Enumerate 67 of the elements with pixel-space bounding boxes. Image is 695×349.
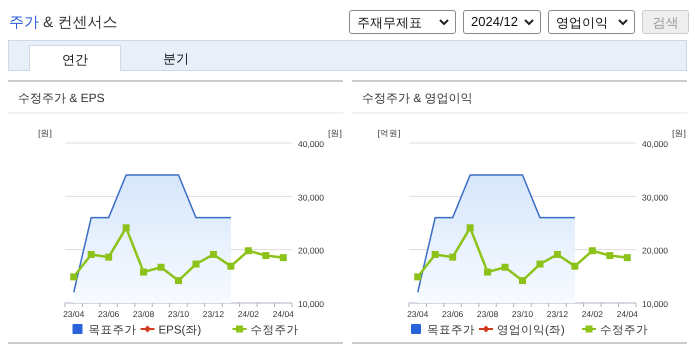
point	[262, 252, 270, 260]
legend-label: 목표주가	[88, 324, 136, 336]
point	[210, 250, 217, 258]
x-tick-label: 23/04	[63, 309, 85, 319]
point	[88, 250, 95, 258]
y2-axis-title: [원]	[672, 128, 686, 138]
text: 주재무제표	[357, 14, 422, 32]
chart-title: 수정주가 & EPS	[18, 91, 105, 105]
x-tick-label: 23/10	[168, 309, 190, 319]
point	[432, 250, 439, 258]
point	[227, 262, 234, 270]
chart-title: 수정주가 & 영업이익	[362, 91, 473, 105]
point	[536, 260, 544, 268]
y2-axis-title: [원]	[328, 128, 342, 138]
y-axis-title: [원]	[38, 128, 52, 138]
legend-label: 영업이익(좌)	[497, 324, 565, 336]
text: 분기	[162, 50, 190, 68]
point	[554, 250, 561, 258]
point	[588, 247, 596, 254]
legend-label: 수정주가	[600, 324, 648, 336]
x-tick-label: 23/06	[442, 309, 464, 319]
point	[484, 268, 492, 276]
text: 주가 & 컨센서스	[9, 14, 118, 31]
point	[175, 277, 182, 284]
point	[122, 224, 130, 232]
y2-tick-label: 30,000	[642, 192, 668, 202]
point	[606, 252, 614, 260]
point	[158, 264, 165, 271]
y2-tick-label: 30,000	[298, 192, 324, 202]
point	[502, 264, 509, 271]
y2-tick-label: 20,000	[298, 246, 324, 256]
legend-label: 수정주가	[250, 324, 298, 336]
text: 검색	[652, 14, 680, 32]
x-tick-label: 23/12	[202, 309, 224, 319]
x-tick-label: 23/10	[512, 309, 534, 319]
legend-label: 목표주가	[427, 324, 475, 336]
text: 영업이익	[556, 14, 608, 32]
text: 연간	[61, 51, 89, 69]
point	[449, 254, 456, 261]
x-tick-label: 23/04	[407, 309, 429, 319]
point	[280, 254, 287, 262]
y2-tick-label: 40,000	[298, 139, 324, 149]
point	[140, 268, 148, 276]
point	[624, 254, 631, 262]
text: 2024/12	[471, 14, 518, 29]
x-tick-label: 24/04	[272, 309, 294, 319]
x-tick-label: 24/02	[238, 309, 260, 319]
point	[105, 254, 112, 261]
y2-tick-label: 20,000	[642, 246, 668, 256]
point	[70, 273, 78, 280]
legend-label: EPS(좌)	[158, 324, 202, 336]
point	[244, 247, 252, 254]
y-axis-title: [억원]	[378, 128, 400, 138]
point	[519, 277, 526, 284]
x-tick-label: 24/02	[582, 309, 604, 319]
point	[571, 262, 578, 270]
x-tick-label: 23/06	[98, 309, 120, 319]
x-tick-label: 23/12	[546, 309, 568, 319]
x-tick-label: 23/08	[476, 309, 498, 319]
x-tick-label: 24/04	[616, 309, 638, 319]
x-tick-label: 23/08	[132, 309, 154, 319]
point	[192, 260, 200, 268]
y2-tick-label: 10,000	[298, 299, 324, 309]
y2-tick-label: 40,000	[642, 139, 668, 149]
y2-tick-label: 10,000	[642, 299, 668, 309]
point	[414, 273, 422, 280]
point	[466, 224, 474, 232]
